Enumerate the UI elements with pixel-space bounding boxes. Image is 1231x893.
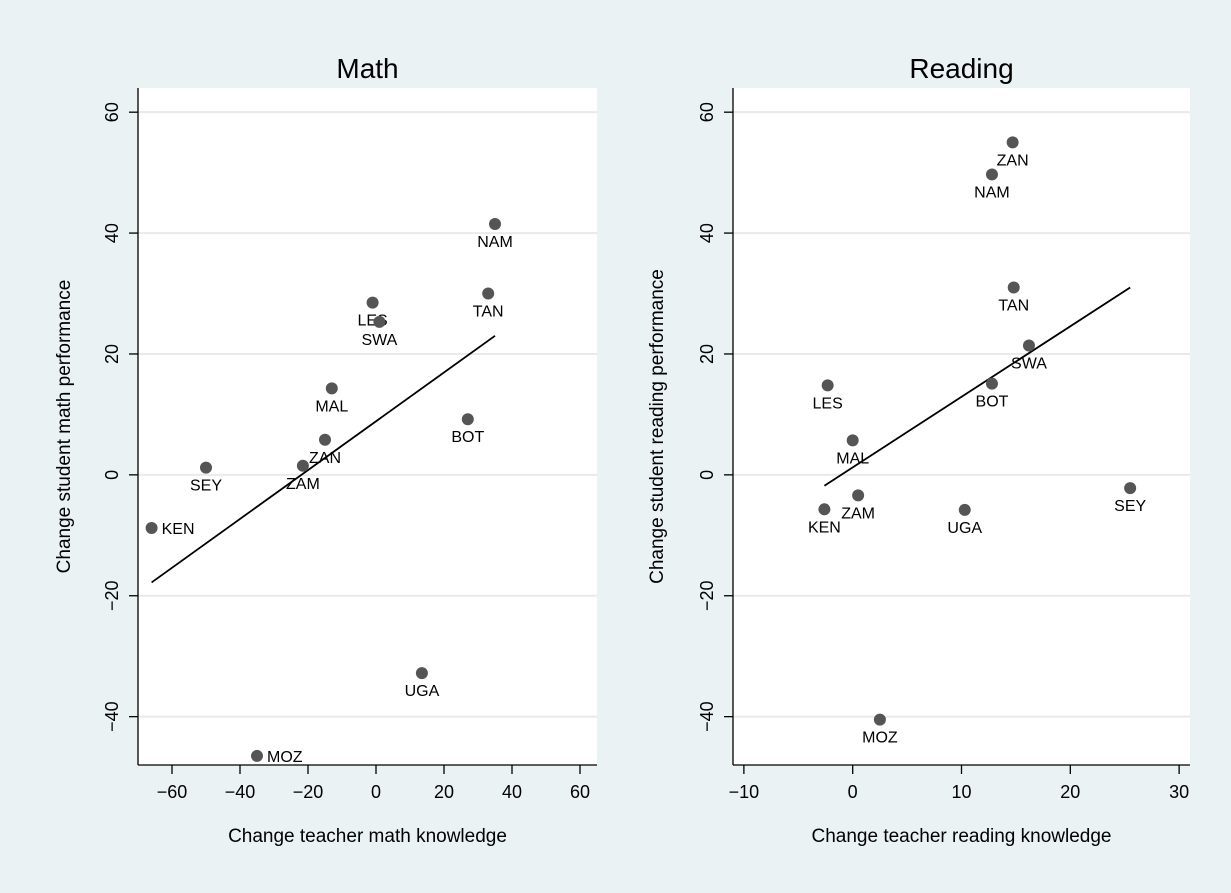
math-point-label-nam: NAM	[477, 234, 513, 251]
reading-point-nam	[985, 168, 998, 181]
reading-point-label-sey: SEY	[1114, 498, 1146, 515]
reading-point-label-tan: TAN	[998, 297, 1029, 314]
math-point-les	[366, 296, 379, 309]
reading-x-tick-label: 10	[951, 782, 971, 802]
math-point-label-tan: TAN	[473, 304, 504, 321]
reading-plot-area	[733, 88, 1190, 765]
reading-point-swa	[1022, 339, 1035, 352]
reading-x-tick-label: 0	[848, 782, 858, 802]
reading-point-sey	[1124, 482, 1137, 495]
math-x-tick-label: −60	[157, 782, 188, 802]
reading-y-tick-label: 60	[697, 102, 717, 122]
reading-point-moz	[873, 713, 886, 726]
math-point-label-swa: SWA	[361, 332, 397, 349]
math-x-tick-label: 0	[371, 782, 381, 802]
math-point-label-moz: MOZ	[267, 749, 303, 766]
math-point-ken	[145, 522, 158, 535]
math-point-zan	[319, 433, 331, 446]
reading-point-les	[821, 379, 834, 392]
reading-point-label-moz: MOZ	[862, 730, 898, 747]
math-y-tick-label: 20	[102, 344, 122, 364]
reading-point-label-mal: MAL	[836, 450, 869, 467]
math-x-tick-label: −40	[225, 782, 256, 802]
math-x-axis-title: Change teacher math knowledge	[228, 826, 507, 847]
math-x-tick-label: 60	[570, 782, 590, 802]
reading-y-tick-label: −40	[697, 701, 717, 732]
reading-y-tick-label: −20	[697, 580, 717, 611]
math-y-tick-label: −20	[102, 580, 122, 611]
math-point-label-mal: MAL	[315, 398, 348, 415]
reading-point-zam	[852, 489, 865, 502]
reading-y-axis-title: Change student reading performance	[647, 269, 668, 584]
reading-x-tick-label: 20	[1060, 782, 1080, 802]
reading-point-label-uga: UGA	[947, 520, 982, 537]
math-point-nam	[489, 218, 501, 231]
math-chart-title: Math	[336, 53, 398, 84]
math-y-tick-label: 40	[102, 223, 122, 243]
math-point-zam	[296, 459, 309, 472]
math-point-mal	[325, 382, 338, 395]
reading-x-tick-label: 30	[1169, 782, 1189, 802]
math-point-moz	[251, 749, 263, 762]
reading-point-label-les: LES	[813, 395, 843, 412]
reading-x-axis-title: Change teacher reading knowledge	[812, 826, 1112, 847]
math-point-label-uga: UGA	[405, 683, 440, 700]
reading-panel: −10 0 10 20 30 −40 −20 0 20 40 60 ZAN NAM TAN SWA BOT LE…	[647, 53, 1190, 847]
math-point-label-bot: BOT	[451, 429, 484, 446]
math-panel: −60 −40 −20 0 20 40 60−40−200204060NAMTANLESSW…	[54, 53, 597, 847]
math-point-label-zan: ZAN	[309, 450, 341, 467]
math-point-label-zam: ZAM	[286, 476, 320, 493]
math-point-sey	[200, 461, 212, 474]
reading-point-label-zam: ZAM	[841, 505, 875, 522]
reading-point-uga	[958, 503, 971, 516]
reading-y-tick-label: 0	[697, 470, 717, 480]
reading-point-tan	[1007, 281, 1020, 294]
reading-point-ken	[818, 503, 831, 516]
math-x-tick-label: 40	[502, 782, 522, 802]
reading-point-label-bot: BOT	[976, 394, 1009, 411]
reading-point-mal	[846, 434, 859, 447]
math-point-swa	[373, 315, 386, 328]
math-y-tick-label: 0	[102, 470, 122, 480]
math-point-label-sey: SEY	[190, 478, 222, 495]
math-point-label-ken: KEN	[162, 521, 195, 538]
reading-chart-title: Reading	[909, 53, 1013, 84]
reading-x-tick-label: −10	[729, 782, 760, 802]
math-point-bot	[461, 413, 474, 426]
reading-point-label-ken: KEN	[808, 519, 841, 536]
reading-point-bot	[985, 377, 998, 390]
reading-point-label-zan: ZAN	[997, 152, 1029, 169]
reading-y-tick-label: 20	[697, 344, 717, 364]
math-x-tick-label: 20	[434, 782, 454, 802]
reading-fit-line	[823, 286, 1131, 487]
math-point-tan	[482, 287, 495, 300]
math-point-uga	[415, 667, 428, 680]
math-x-tick-label: −20	[293, 782, 324, 802]
math-y-tick-label: −40	[102, 701, 122, 732]
math-y-axis-title: Change student math performance	[54, 280, 75, 574]
math-y-tick-label: 60	[102, 102, 122, 122]
reading-point-zan	[1006, 136, 1019, 149]
reading-point-label-swa: SWA	[1011, 356, 1047, 373]
reading-y-tick-label: 40	[697, 223, 717, 243]
reading-point-label-nam: NAM	[974, 184, 1010, 201]
math-fit-line	[151, 335, 496, 584]
